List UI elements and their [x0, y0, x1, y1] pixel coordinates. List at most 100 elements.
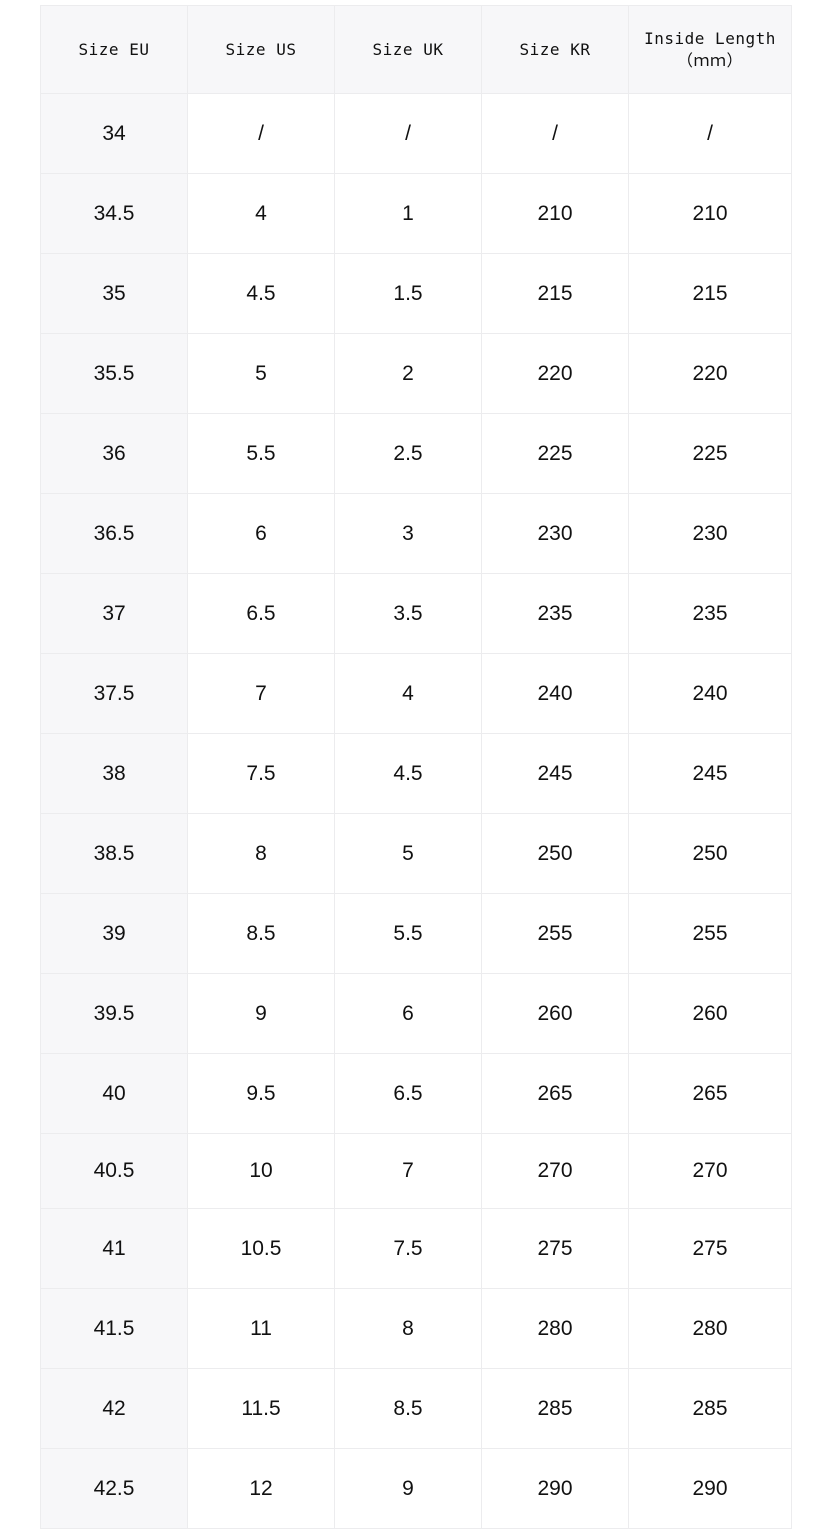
cell-size-eu: 34	[40, 93, 188, 174]
cell-size-eu: 42.5	[40, 1448, 188, 1529]
cell-inside-length: 260	[628, 973, 792, 1054]
cell-size-eu: 35	[40, 253, 188, 334]
table-row: 35 4.5 1.5 215 215	[40, 253, 792, 334]
header-row: Size EU Size US Size UK Size KR Inside Lengt…	[40, 5, 792, 94]
cell-size-eu: 36.5	[40, 493, 188, 574]
cell-size-kr: 255	[481, 893, 629, 974]
cell-inside-length: 250	[628, 813, 792, 894]
cell-size-uk: 9	[334, 1448, 482, 1529]
cell-size-kr: 285	[481, 1368, 629, 1449]
cell-size-us: 5.5	[187, 413, 335, 494]
column-header-size-uk: Size UK	[334, 5, 482, 94]
cell-size-eu: 37.5	[40, 653, 188, 734]
cell-size-us: /	[187, 93, 335, 174]
column-header-size-eu: Size EU	[40, 5, 188, 94]
cell-size-us: 7.5	[187, 733, 335, 814]
cell-size-us: 6.5	[187, 573, 335, 654]
table-row: 41.5 11 8 280 280	[40, 1288, 792, 1369]
cell-inside-length: 280	[628, 1288, 792, 1369]
table-row: 34.5 4 1 210 210	[40, 173, 792, 254]
cell-inside-length: 290	[628, 1448, 792, 1529]
cell-size-kr: 245	[481, 733, 629, 814]
column-header-inside-length: Inside Length （ｍｍ）	[628, 5, 792, 94]
cell-size-uk: 7	[334, 1133, 482, 1209]
table-row: 37 6.5 3.5 235 235	[40, 573, 792, 654]
cell-size-us: 9.5	[187, 1053, 335, 1134]
size-chart-table: Size EU Size US Size UK Size KR Inside Lengt…	[40, 5, 792, 1529]
cell-size-eu: 38.5	[40, 813, 188, 894]
cell-inside-length: 220	[628, 333, 792, 414]
cell-size-eu: 39	[40, 893, 188, 974]
cell-size-us: 5	[187, 333, 335, 414]
table-row: 42.5 12 9 290 290	[40, 1448, 792, 1529]
cell-size-uk: 5.5	[334, 893, 482, 974]
cell-size-eu: 36	[40, 413, 188, 494]
cell-size-us: 6	[187, 493, 335, 574]
cell-size-eu: 39.5	[40, 973, 188, 1054]
cell-size-uk: 4	[334, 653, 482, 734]
cell-size-kr: 275	[481, 1208, 629, 1289]
cell-size-kr: 235	[481, 573, 629, 654]
table-row: 40.5 10 7 270 270	[40, 1133, 792, 1209]
table-row: 36.5 6 3 230 230	[40, 493, 792, 574]
column-header-size-kr: Size KR	[481, 5, 629, 94]
cell-size-us: 11	[187, 1288, 335, 1369]
cell-size-uk: 5	[334, 813, 482, 894]
cell-inside-length: 265	[628, 1053, 792, 1134]
cell-size-uk: 1	[334, 173, 482, 254]
cell-size-us: 12	[187, 1448, 335, 1529]
table-row: 35.5 5 2 220 220	[40, 333, 792, 414]
cell-size-uk: 8	[334, 1288, 482, 1369]
cell-inside-length: 210	[628, 173, 792, 254]
cell-size-kr: 265	[481, 1053, 629, 1134]
cell-size-uk: 4.5	[334, 733, 482, 814]
cell-size-uk: 6.5	[334, 1053, 482, 1134]
cell-inside-length: /	[628, 93, 792, 174]
cell-size-eu: 40	[40, 1053, 188, 1134]
cell-size-us: 10.5	[187, 1208, 335, 1289]
cell-size-kr: 215	[481, 253, 629, 334]
cell-size-kr: 240	[481, 653, 629, 734]
cell-size-kr: 230	[481, 493, 629, 574]
cell-size-eu: 35.5	[40, 333, 188, 414]
cell-size-kr: 280	[481, 1288, 629, 1369]
cell-size-eu: 37	[40, 573, 188, 654]
table-row: 41 10.5 7.5 275 275	[40, 1208, 792, 1289]
cell-size-us: 8.5	[187, 893, 335, 974]
cell-inside-length: 270	[628, 1133, 792, 1209]
table-row: 38.5 8 5 250 250	[40, 813, 792, 894]
table-row: 36 5.5 2.5 225 225	[40, 413, 792, 494]
cell-size-kr: /	[481, 93, 629, 174]
cell-size-uk: 2.5	[334, 413, 482, 494]
column-header-size-us: Size US	[187, 5, 335, 94]
cell-size-us: 4	[187, 173, 335, 254]
cell-inside-length: 255	[628, 893, 792, 974]
cell-size-uk: 3	[334, 493, 482, 574]
cell-size-us: 4.5	[187, 253, 335, 334]
cell-inside-length: 235	[628, 573, 792, 654]
table-row: 42 11.5 8.5 285 285	[40, 1368, 792, 1449]
cell-size-uk: 7.5	[334, 1208, 482, 1289]
cell-size-eu: 34.5	[40, 173, 188, 254]
cell-inside-length: 215	[628, 253, 792, 334]
cell-size-kr: 210	[481, 173, 629, 254]
cell-inside-length: 285	[628, 1368, 792, 1449]
cell-size-eu: 38	[40, 733, 188, 814]
cell-inside-length: 240	[628, 653, 792, 734]
cell-size-uk: 2	[334, 333, 482, 414]
cell-size-uk: 8.5	[334, 1368, 482, 1449]
cell-size-uk: /	[334, 93, 482, 174]
table-row: 39 8.5 5.5 255 255	[40, 893, 792, 974]
cell-size-kr: 250	[481, 813, 629, 894]
cell-inside-length: 225	[628, 413, 792, 494]
table-row: 37.5 7 4 240 240	[40, 653, 792, 734]
cell-size-eu: 41	[40, 1208, 188, 1289]
cell-size-kr: 290	[481, 1448, 629, 1529]
cell-size-eu: 40.5	[40, 1133, 188, 1209]
cell-size-us: 9	[187, 973, 335, 1054]
table-row: 34// / /	[40, 93, 792, 174]
cell-size-us: 8	[187, 813, 335, 894]
cell-size-kr: 220	[481, 333, 629, 414]
table-row: 40 9.5 6.5 265 265	[40, 1053, 792, 1134]
cell-size-uk: 1.5	[334, 253, 482, 334]
